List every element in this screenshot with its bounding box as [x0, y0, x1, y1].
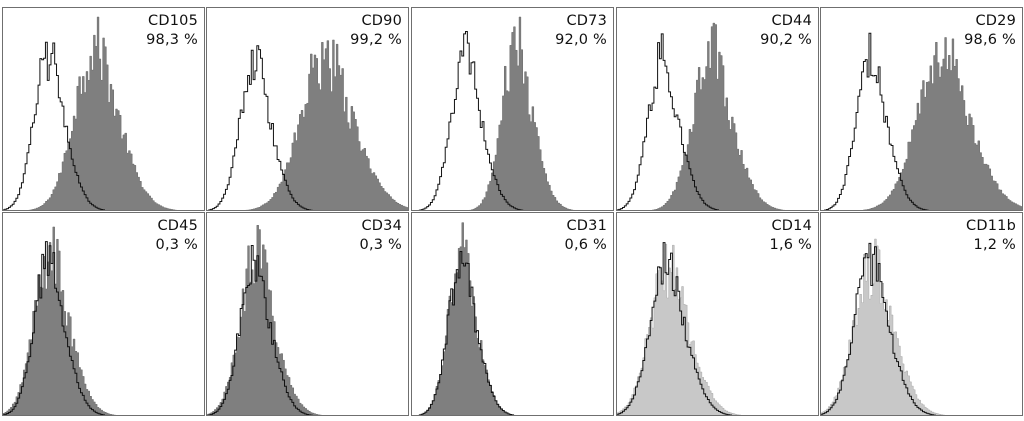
histogram-panel-cd29: CD29 98,6 %	[820, 7, 1023, 211]
control-histogram	[617, 242, 732, 415]
positive-percent: 90,2 %	[760, 32, 812, 48]
marker-name: CD11b	[966, 218, 1016, 234]
marker-name: CD14	[771, 218, 812, 234]
marker-name: CD44	[771, 13, 812, 29]
histogram-plot	[824, 32, 1022, 210]
histogram-panel-cd90: CD90 99,2 %	[206, 7, 409, 211]
marker-name: CD90	[361, 13, 402, 29]
sample-histogram	[207, 225, 322, 415]
panel-label: CD11b 1,2 %	[966, 217, 1016, 255]
panel-label: CD105 98,3 %	[146, 12, 198, 50]
panel-label: CD44 90,2 %	[760, 12, 812, 50]
sample-histogram	[468, 16, 575, 210]
marker-name: CD34	[361, 218, 402, 234]
control-histogram	[208, 45, 313, 210]
sample-histogram	[821, 238, 945, 415]
sample-histogram	[245, 39, 408, 210]
positive-percent: 1,2 %	[973, 237, 1016, 253]
panel-label: CD31 0,6 %	[565, 217, 607, 255]
panel-label: CD90 99,2 %	[350, 12, 402, 50]
histogram-plot	[821, 238, 945, 415]
histogram-panel-cd31: CD31 0,6 %	[411, 212, 614, 416]
histogram-panel-cd11b: CD11b 1,2 %	[820, 212, 1023, 416]
sample-histogram	[617, 243, 741, 415]
marker-name: CD105	[148, 13, 198, 29]
histogram-plot	[3, 16, 177, 210]
histogram-panel-cd14: CD14 1,6 %	[616, 212, 819, 416]
histogram-plot	[418, 16, 575, 210]
marker-name: CD29	[975, 13, 1016, 29]
control-histogram	[821, 242, 936, 415]
panel-label: CD14 1,6 %	[770, 217, 812, 255]
control-histogram	[3, 41, 105, 210]
positive-percent: 99,2 %	[350, 32, 402, 48]
marker-name: CD31	[566, 218, 607, 234]
control-histogram	[3, 241, 105, 415]
histogram-plot	[3, 226, 116, 415]
panel-label: CD73 92,0 %	[555, 12, 607, 50]
positive-percent: 98,6 %	[964, 32, 1016, 48]
control-histogram	[418, 31, 524, 210]
histogram-plot	[617, 242, 741, 415]
sample-histogram	[863, 37, 1022, 210]
histogram-plot	[208, 39, 408, 210]
sample-histogram	[651, 22, 786, 210]
panel-label: CD29 98,6 %	[964, 12, 1016, 50]
panel-label: CD45 0,3 %	[156, 217, 198, 255]
marker-name: CD73	[566, 13, 607, 29]
histogram-plot	[418, 222, 516, 415]
control-histogram	[824, 32, 929, 210]
histogram-panel-cd44: CD44 90,2 %	[616, 7, 819, 211]
control-histogram	[208, 245, 313, 415]
positive-percent: 0,3 %	[359, 237, 402, 253]
histogram-panel-cd73: CD73 92,0 %	[411, 7, 614, 211]
positive-percent: 92,0 %	[555, 32, 607, 48]
positive-percent: 0,6 %	[564, 237, 607, 253]
control-histogram	[617, 33, 719, 210]
histogram-panel-cd105: CD105 98,3 %	[2, 7, 205, 211]
histogram-panel-cd45: CD45 0,3 %	[2, 212, 205, 416]
positive-percent: 1,6 %	[769, 237, 812, 253]
histogram-plot	[617, 22, 786, 210]
positive-percent: 98,3 %	[146, 32, 198, 48]
histogram-plot	[207, 225, 322, 415]
positive-percent: 0,3 %	[155, 237, 198, 253]
panel-label: CD34 0,3 %	[360, 217, 402, 255]
sample-histogram	[28, 16, 177, 210]
control-histogram	[418, 251, 514, 415]
marker-name: CD45	[157, 218, 198, 234]
histogram-panel-cd34: CD34 0,3 %	[206, 212, 409, 416]
sample-histogram	[3, 226, 116, 415]
